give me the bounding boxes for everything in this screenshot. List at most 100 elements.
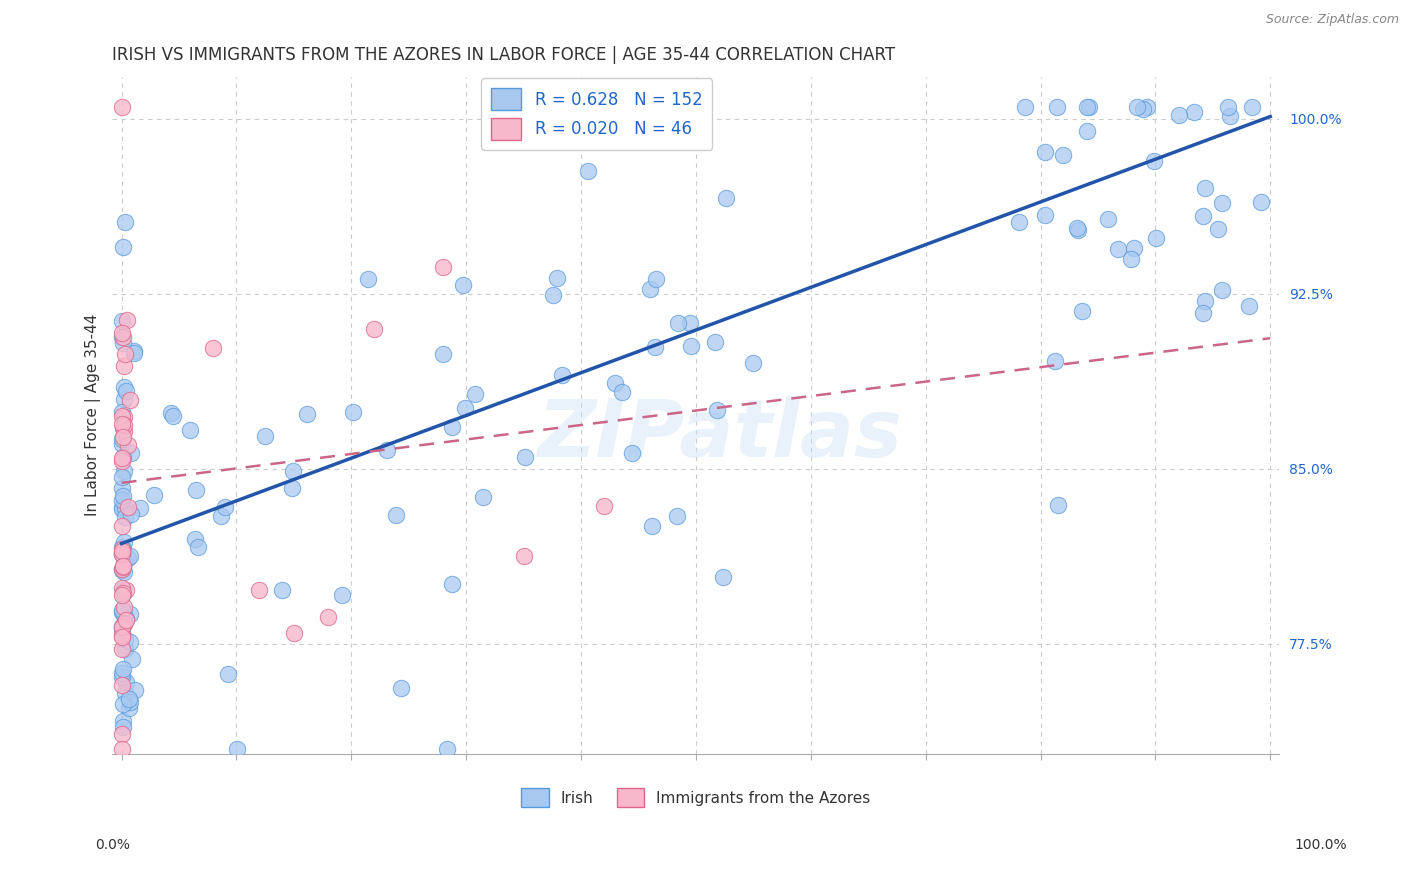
Point — [184, 532, 207, 546]
Point — [464, 387, 486, 401]
Point — [110, 501, 132, 516]
Point — [1066, 223, 1088, 237]
Point — [1043, 354, 1066, 368]
Point — [184, 483, 207, 498]
Point — [122, 343, 145, 358]
Point — [112, 603, 135, 617]
Point — [1237, 299, 1260, 313]
Point — [112, 421, 135, 435]
Point — [111, 519, 134, 533]
Point — [1126, 100, 1149, 114]
Point — [111, 330, 134, 344]
Point — [114, 392, 136, 406]
Point — [120, 607, 142, 621]
Point — [112, 582, 135, 597]
Point — [111, 540, 134, 554]
Point — [1046, 100, 1069, 114]
Point — [644, 340, 666, 354]
Point — [280, 481, 302, 495]
Point — [111, 409, 134, 423]
Point — [187, 541, 209, 555]
Point — [1216, 100, 1239, 114]
Point — [1097, 212, 1119, 227]
Point — [112, 410, 135, 425]
Point — [114, 642, 136, 657]
Point — [111, 450, 134, 465]
Point — [111, 727, 134, 741]
Point — [112, 558, 135, 573]
Point — [253, 428, 276, 442]
Point — [436, 742, 458, 756]
Point — [384, 508, 406, 522]
Point — [112, 555, 135, 569]
Point — [389, 681, 412, 695]
Point — [111, 544, 134, 558]
Point — [214, 500, 236, 514]
Point — [318, 609, 340, 624]
Point — [111, 547, 134, 561]
Point — [111, 602, 134, 616]
Point — [111, 581, 134, 595]
Point — [453, 278, 475, 293]
Text: 100.0%: 100.0% — [1295, 838, 1347, 852]
Point — [1144, 231, 1167, 245]
Point — [1076, 124, 1098, 138]
Point — [118, 701, 141, 715]
Point — [1033, 145, 1056, 159]
Point — [115, 612, 138, 626]
Point — [111, 481, 134, 495]
Point — [551, 368, 574, 383]
Point — [714, 191, 737, 205]
Point — [432, 260, 454, 274]
Point — [472, 490, 495, 504]
Point — [363, 322, 385, 336]
Point — [1076, 100, 1098, 114]
Point — [118, 635, 141, 649]
Point — [666, 316, 689, 330]
Text: IRISH VS IMMIGRANTS FROM THE AZORES IN LABOR FORCE | AGE 35-44 CORRELATION CHART: IRISH VS IMMIGRANTS FROM THE AZORES IN L… — [112, 46, 896, 64]
Point — [111, 662, 134, 676]
Point — [704, 335, 727, 350]
Point — [111, 562, 134, 576]
Point — [111, 622, 134, 636]
Point — [120, 446, 142, 460]
Point — [283, 626, 305, 640]
Point — [110, 642, 132, 657]
Point — [441, 577, 464, 591]
Point — [114, 685, 136, 699]
Point — [111, 671, 134, 685]
Point — [357, 272, 380, 286]
Point — [115, 313, 138, 327]
Point — [112, 359, 135, 373]
Point — [546, 271, 568, 285]
Point — [111, 453, 134, 467]
Point — [112, 607, 135, 622]
Point — [1218, 109, 1240, 123]
Point — [112, 380, 135, 394]
Point — [1211, 283, 1233, 297]
Point — [114, 215, 136, 229]
Point — [679, 339, 702, 353]
Point — [162, 409, 184, 423]
Point — [112, 336, 135, 351]
Text: 0.0%: 0.0% — [96, 838, 131, 852]
Point — [118, 549, 141, 563]
Point — [111, 417, 134, 431]
Point — [111, 742, 134, 756]
Point — [112, 489, 135, 503]
Point — [112, 698, 135, 712]
Legend: Irish, Immigrants from the Azores: Irish, Immigrants from the Azores — [515, 781, 877, 814]
Point — [576, 164, 599, 178]
Point — [342, 405, 364, 419]
Point — [111, 619, 134, 633]
Point — [1121, 252, 1143, 266]
Point — [111, 620, 134, 634]
Point — [117, 500, 139, 514]
Point — [1192, 306, 1215, 320]
Point — [1194, 294, 1216, 309]
Point — [1066, 221, 1088, 235]
Point — [118, 695, 141, 709]
Point — [593, 499, 616, 513]
Point — [1122, 241, 1144, 255]
Point — [1250, 195, 1272, 210]
